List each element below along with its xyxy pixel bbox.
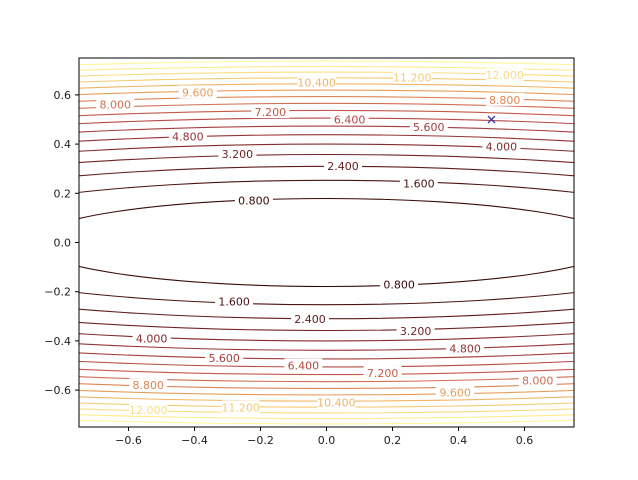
contour-label: 12.000 (129, 404, 168, 417)
contour-label: 8.000 (100, 99, 132, 112)
marker-layer (487, 115, 496, 124)
contour-label-background (291, 311, 329, 325)
contour-label-background (96, 97, 135, 111)
contour-line (79, 134, 574, 351)
contour-label: 8.800 (133, 379, 165, 392)
x-tick-label: 0.2 (384, 434, 402, 447)
contour-label-background (482, 139, 521, 153)
contour-label: 3.200 (222, 148, 254, 161)
contour-label: 11.200 (221, 401, 260, 414)
contour-label-background (485, 68, 524, 82)
contour-label: 4.000 (486, 141, 518, 154)
contour-label-background (396, 324, 435, 338)
contour-label: 9.600 (182, 86, 214, 99)
contour-label: 6.400 (334, 114, 366, 127)
contour-label: 0.800 (238, 195, 270, 208)
contour-label-background (129, 402, 168, 416)
contour-label: 7.200 (367, 367, 399, 380)
contour-label-background (218, 146, 257, 160)
contour-label-background (485, 92, 524, 106)
contour-label: 1.600 (403, 177, 435, 190)
contour-line (79, 71, 574, 414)
y-tick-label: 0.6 (54, 89, 72, 102)
contour-label: 10.400 (317, 396, 356, 409)
contour-label-background (363, 365, 402, 379)
contour-line (79, 65, 574, 420)
contour-label-background (399, 176, 438, 190)
contour-label-background (221, 400, 260, 414)
contour-label: 4.000 (136, 332, 168, 345)
contour-label: 4.800 (449, 342, 481, 355)
contour-line (79, 109, 574, 376)
contour-label: 3.200 (400, 325, 432, 338)
contour-line (79, 89, 574, 396)
contour-label-background (215, 294, 254, 308)
x-tick-label: −0.4 (181, 434, 208, 447)
x-tick-label: 0.6 (516, 434, 534, 447)
x-tick-label: 0.0 (318, 434, 336, 447)
contour-label: 4.800 (172, 131, 204, 144)
y-axis: 0.6 0.4 0.2 0.0 −0.2 −0.4 −0.6 (44, 89, 79, 397)
contour-label-background (234, 193, 273, 207)
contour-line (79, 197, 574, 288)
contour-line (79, 179, 574, 306)
contour-label-background (409, 119, 448, 133)
contour-label-background (393, 70, 432, 84)
contour-label-background (297, 75, 336, 89)
contour-label: 8.800 (489, 94, 521, 107)
contour-label: 11.200 (393, 72, 432, 85)
y-tick-label: 0.2 (54, 187, 72, 200)
contour-label: 7.200 (255, 106, 287, 119)
contour-line (79, 102, 574, 383)
contour-label: 0.800 (383, 278, 415, 291)
contour-label: 5.600 (413, 121, 445, 134)
contour-label: 9.600 (439, 387, 471, 400)
contour-label-background (168, 129, 207, 143)
contour-label-background (324, 159, 362, 173)
contour-label: 2.400 (327, 160, 359, 173)
contour-label: 6.400 (288, 360, 320, 373)
x-tick-label: −0.6 (115, 434, 142, 447)
contour-label: 12.000 (485, 69, 524, 82)
contour-label-background (518, 373, 557, 387)
contour-label: 10.400 (297, 77, 336, 90)
contour-line (79, 77, 574, 408)
contour-label: 1.600 (218, 296, 250, 309)
contour-line (79, 96, 574, 389)
contour-label-background (330, 112, 369, 126)
contour-line (79, 125, 574, 360)
contour-label-background (436, 385, 475, 399)
contour-label-background (132, 331, 171, 345)
contour-label: 2.400 (294, 313, 326, 326)
contour-label-background (129, 378, 168, 392)
contour-label: 5.600 (208, 352, 240, 365)
contour-labels-layer: 0.800 1.600 2.400 3.200 4.000 4.800 5.600 6.400… (96, 68, 557, 417)
y-tick-label: 0.0 (54, 237, 72, 250)
contour-line (79, 117, 574, 368)
y-tick-label: 0.4 (54, 138, 72, 151)
contour-line (79, 153, 574, 332)
y-tick-label: −0.6 (44, 384, 71, 397)
contour-label-background (205, 351, 244, 365)
x-axis: −0.6 −0.4 −0.2 0.0 0.2 0.4 0.6 (115, 427, 533, 447)
y-tick-label: −0.4 (44, 335, 71, 348)
contour-line (79, 60, 574, 425)
y-tick-label: −0.2 (44, 286, 71, 299)
x-tick-label: −0.2 (247, 434, 274, 447)
x-tick-label: 0.4 (450, 434, 468, 447)
contour-label-background (317, 395, 356, 409)
contour-line (79, 143, 574, 342)
contour-label-background (251, 105, 290, 119)
contour-label-background (380, 277, 419, 291)
x-marker (487, 115, 496, 124)
contour-label-background (284, 358, 323, 372)
contour-label-background (178, 85, 217, 99)
contour-label: 8.000 (522, 374, 554, 387)
contour-label-background (446, 341, 485, 355)
